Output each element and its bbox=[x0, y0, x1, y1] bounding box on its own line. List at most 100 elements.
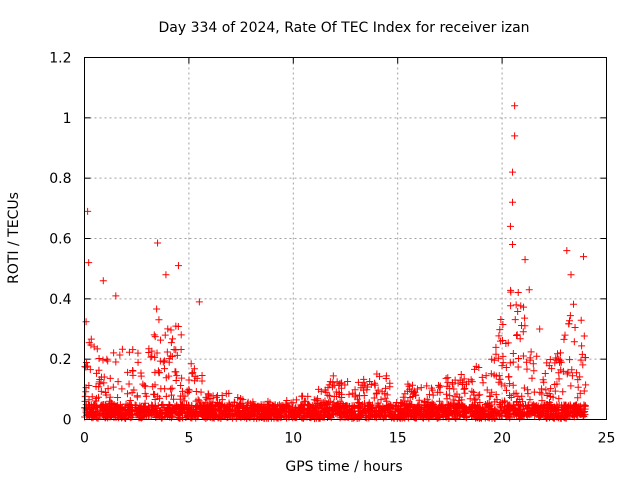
data-point bbox=[336, 380, 344, 388]
data-point bbox=[100, 373, 108, 381]
data-point bbox=[225, 389, 233, 397]
data-point bbox=[556, 349, 564, 357]
data-point bbox=[265, 402, 273, 410]
data-point bbox=[570, 300, 578, 308]
data-point bbox=[446, 392, 454, 400]
data-point bbox=[495, 332, 503, 340]
data-point bbox=[566, 312, 574, 320]
data-point bbox=[567, 271, 575, 279]
data-point bbox=[165, 358, 173, 366]
data-point bbox=[109, 383, 117, 391]
data-point bbox=[571, 402, 579, 410]
data-point bbox=[168, 384, 176, 392]
data-point bbox=[172, 376, 180, 384]
y-tick-label: 0.6 bbox=[49, 232, 71, 248]
data-point bbox=[177, 331, 185, 339]
data-point bbox=[129, 371, 137, 379]
data-point bbox=[234, 409, 242, 417]
data-point bbox=[580, 387, 588, 395]
data-point bbox=[88, 393, 96, 401]
data-point bbox=[470, 402, 478, 410]
data-point bbox=[271, 408, 279, 416]
data-point bbox=[509, 358, 517, 366]
data-point bbox=[525, 286, 533, 294]
data-point bbox=[237, 400, 245, 408]
data-point bbox=[95, 378, 103, 386]
data-point bbox=[447, 407, 455, 415]
data-point bbox=[496, 337, 504, 345]
data-point bbox=[507, 394, 515, 402]
data-point bbox=[361, 404, 369, 412]
data-point bbox=[450, 385, 458, 393]
data-point bbox=[292, 396, 300, 404]
data-point bbox=[565, 320, 573, 328]
data-point bbox=[168, 353, 176, 361]
data-point bbox=[336, 401, 344, 409]
data-point bbox=[355, 400, 363, 408]
data-point bbox=[319, 406, 327, 414]
data-point bbox=[497, 315, 505, 323]
data-point bbox=[343, 402, 351, 410]
data-point bbox=[512, 301, 520, 309]
data-point bbox=[111, 410, 119, 418]
data-point bbox=[514, 307, 522, 315]
data-point bbox=[555, 395, 563, 403]
data-point bbox=[499, 359, 507, 367]
data-point bbox=[366, 377, 374, 385]
data-point bbox=[408, 381, 416, 389]
data-point bbox=[159, 358, 167, 366]
data-point bbox=[162, 392, 170, 400]
data-point bbox=[326, 392, 334, 400]
data-point bbox=[486, 393, 494, 401]
data-point bbox=[270, 405, 278, 413]
data-point bbox=[322, 388, 330, 396]
data-point bbox=[84, 362, 92, 370]
data-point bbox=[218, 401, 226, 409]
data-point bbox=[580, 253, 588, 261]
data-point bbox=[137, 402, 145, 410]
chart-title: Day 334 of 2024, Rate Of TEC Index for r… bbox=[158, 20, 529, 36]
data-point bbox=[466, 409, 474, 417]
data-point bbox=[195, 298, 203, 306]
data-point bbox=[324, 391, 332, 399]
data-point bbox=[367, 381, 375, 389]
data-point bbox=[292, 410, 300, 418]
data-point bbox=[97, 387, 105, 395]
data-point bbox=[479, 379, 487, 387]
data-point bbox=[118, 385, 126, 393]
data-point bbox=[568, 372, 576, 380]
data-point bbox=[565, 317, 573, 325]
data-point bbox=[110, 349, 118, 357]
data-point bbox=[538, 407, 546, 415]
data-point bbox=[112, 358, 120, 366]
data-point bbox=[172, 368, 180, 376]
data-point bbox=[145, 404, 153, 412]
data-point bbox=[459, 408, 467, 416]
data-point bbox=[220, 408, 228, 416]
data-point bbox=[177, 406, 185, 414]
data-point bbox=[570, 338, 578, 346]
grid-layer bbox=[84, 57, 607, 420]
data-point bbox=[332, 403, 340, 411]
data-point bbox=[571, 324, 579, 332]
data-point bbox=[513, 331, 521, 339]
data-point bbox=[574, 394, 582, 402]
data-point bbox=[151, 381, 159, 389]
data-point bbox=[207, 402, 215, 410]
data-point bbox=[511, 132, 519, 140]
data-point bbox=[346, 409, 354, 417]
data-point bbox=[399, 393, 407, 401]
data-point bbox=[511, 102, 519, 110]
data-point bbox=[349, 404, 357, 412]
data-point bbox=[199, 412, 207, 420]
data-point bbox=[499, 321, 507, 329]
data-point bbox=[405, 382, 413, 390]
data-point bbox=[528, 410, 536, 418]
data-point bbox=[158, 401, 166, 409]
data-point bbox=[155, 316, 163, 324]
data-point bbox=[342, 403, 350, 411]
data-point bbox=[355, 399, 363, 407]
data-point bbox=[509, 168, 517, 176]
data-point bbox=[543, 392, 551, 400]
data-point bbox=[577, 406, 585, 414]
